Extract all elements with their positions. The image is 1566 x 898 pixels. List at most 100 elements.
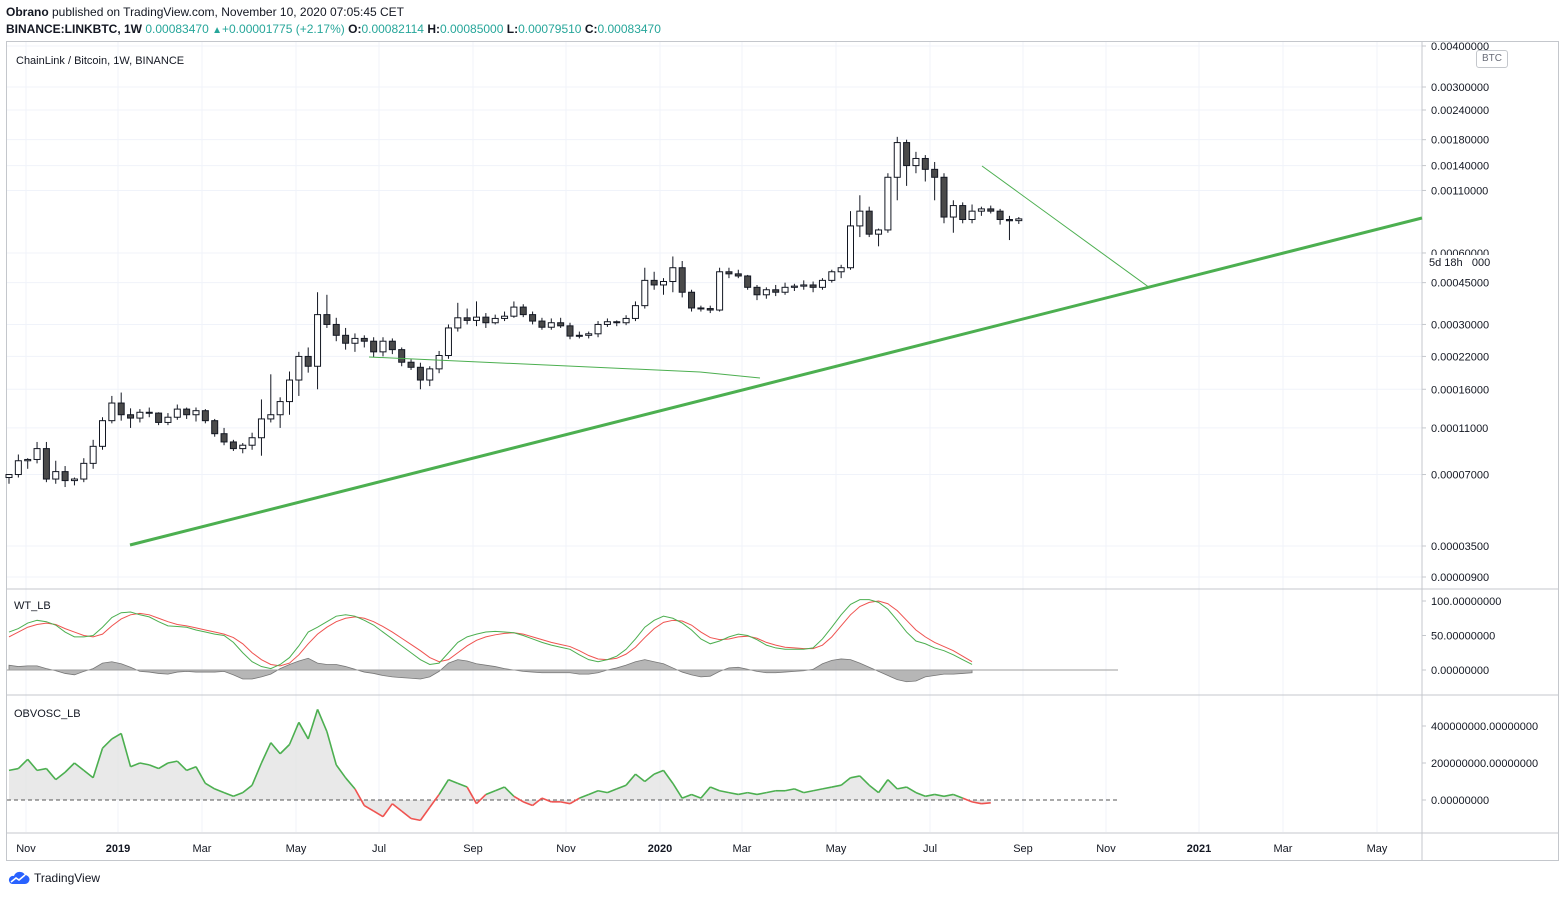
candle-body[interactable] (631, 305, 639, 319)
candle-body[interactable] (239, 444, 247, 450)
candle-body[interactable] (865, 210, 873, 235)
candle-body[interactable] (641, 279, 649, 307)
candle-body[interactable] (229, 441, 237, 450)
candle-body[interactable] (921, 157, 929, 170)
candle-body[interactable] (968, 210, 976, 221)
candle-body[interactable] (173, 408, 181, 418)
candle-body[interactable] (837, 267, 845, 273)
candle-body[interactable] (267, 414, 275, 420)
candle-body[interactable] (903, 142, 911, 167)
candle-body[interactable] (257, 418, 265, 439)
candle-body[interactable] (286, 379, 293, 403)
price-pane[interactable] (5, 136, 1023, 488)
obv-pane[interactable] (7, 709, 1118, 822)
candle-body[interactable] (585, 333, 593, 336)
candle-body[interactable] (211, 420, 219, 435)
candle-body[interactable] (491, 317, 499, 324)
wt2-line[interactable] (8, 600, 973, 667)
candle-body[interactable] (781, 286, 789, 293)
candle-body[interactable] (370, 340, 378, 353)
candle-body[interactable] (847, 225, 854, 269)
candle-body[interactable] (603, 321, 611, 325)
candle-body[interactable] (145, 411, 153, 414)
candle-body[interactable] (332, 323, 340, 336)
candle-body[interactable] (454, 317, 462, 329)
time-axis[interactable]: Nov 2019 Mar May Jul Sep Nov 2020 Mar May Jul Sep No… (16, 843, 1388, 855)
candle-body[interactable] (314, 314, 322, 367)
candle-body[interactable] (884, 176, 892, 231)
candle-body[interactable] (24, 458, 32, 462)
candle-body[interactable] (613, 321, 621, 324)
candle-body[interactable] (959, 205, 967, 221)
candle-body[interactable] (351, 337, 359, 344)
candle-body[interactable] (725, 271, 733, 275)
candle-body[interactable] (379, 340, 387, 353)
candle-body[interactable] (688, 291, 696, 309)
candle-body[interactable] (575, 334, 583, 337)
candle-body[interactable] (622, 317, 630, 324)
candle-body[interactable] (706, 308, 714, 311)
candle-body[interactable] (248, 437, 256, 446)
candle-body[interactable] (501, 315, 509, 319)
candle-body[interactable] (416, 366, 424, 381)
candle-body[interactable] (828, 271, 836, 281)
candle-body[interactable] (893, 142, 901, 178)
candle-body[interactable] (809, 284, 817, 288)
candle-body[interactable] (164, 416, 172, 423)
publisher-name[interactable]: Obrano (6, 5, 49, 19)
trendline-rising-support[interactable] (129, 216, 1423, 547)
candle-body[interactable] (875, 229, 883, 235)
candle-body[interactable] (482, 316, 490, 324)
candle-body[interactable] (89, 445, 97, 464)
candle-body[interactable] (201, 410, 209, 422)
candle-body[interactable] (398, 349, 406, 363)
candle-body[interactable] (1005, 219, 1013, 222)
candle-body[interactable] (14, 460, 22, 476)
candle-body[interactable] (33, 448, 41, 460)
candle-body[interactable] (650, 279, 658, 286)
wt-pane[interactable] (7, 599, 1118, 683)
candle-body[interactable] (276, 401, 284, 416)
candle-body[interactable] (342, 334, 350, 344)
candle-body[interactable] (1015, 218, 1023, 222)
candle-body[interactable] (80, 462, 88, 480)
candle-body[interactable] (996, 210, 1004, 221)
candle-body[interactable] (42, 448, 50, 480)
candle-body[interactable] (444, 327, 452, 356)
price-axis[interactable]: 0.00400000 0.00300000 0.00240000 0.00180000… (1422, 41, 1538, 807)
candle-body[interactable] (473, 316, 480, 321)
candle-body[interactable] (323, 314, 331, 325)
candle-body[interactable] (762, 289, 770, 296)
candle-body[interactable] (977, 208, 985, 212)
candle-body[interactable] (295, 355, 303, 381)
candle-body[interactable] (669, 267, 677, 282)
candle-body[interactable] (388, 340, 396, 351)
candle-body[interactable] (426, 368, 434, 381)
candle-body[interactable] (192, 410, 200, 416)
candle-body[interactable] (547, 322, 555, 328)
candle-body[interactable] (931, 168, 939, 178)
candle-body[interactable] (220, 433, 228, 443)
trendlines[interactable] (129, 165, 1423, 547)
candle-body[interactable] (538, 320, 546, 328)
candle-body[interactable] (566, 325, 574, 337)
candle-body[interactable] (61, 471, 69, 482)
candle-body[interactable] (772, 289, 780, 293)
candle-body[interactable] (594, 323, 602, 335)
candle-body[interactable] (557, 322, 565, 327)
candle-body[interactable] (117, 402, 125, 416)
candle-body[interactable] (52, 471, 60, 480)
wt1-line[interactable] (8, 599, 973, 670)
candle-body[interactable] (407, 361, 415, 368)
candle-body[interactable] (744, 275, 752, 288)
candle-body[interactable] (697, 307, 705, 310)
candle-body[interactable] (940, 176, 948, 218)
candle-body[interactable] (987, 208, 995, 212)
candle-body[interactable] (529, 314, 537, 322)
candle-body[interactable] (360, 337, 368, 342)
candle-body[interactable] (790, 285, 798, 288)
candle-body[interactable] (660, 280, 667, 286)
candle-body[interactable] (183, 408, 191, 416)
candle-body[interactable] (99, 420, 106, 447)
candle-body[interactable] (155, 412, 163, 423)
